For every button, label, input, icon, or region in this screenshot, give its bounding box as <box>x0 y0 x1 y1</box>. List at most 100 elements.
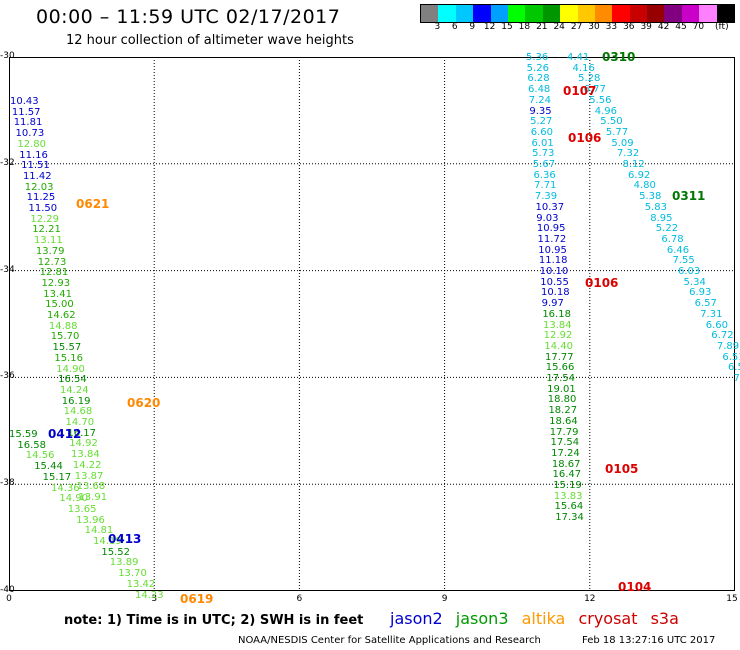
color-swatch <box>612 5 630 22</box>
pass-number-label: 0619 <box>180 592 214 606</box>
wave-height-value: 15.17 <box>42 471 72 483</box>
wave-height-value: 14.24 <box>59 384 89 396</box>
pass-number-label: 0413 <box>108 532 142 546</box>
wave-height-value: 5.67 <box>532 159 556 170</box>
wave-height-value: 12.03 <box>24 181 54 193</box>
map-plot-area <box>9 57 735 591</box>
wave-height-value: 13.70 <box>118 568 147 580</box>
wave-height-value: 11.50 <box>28 203 58 214</box>
wave-height-value: 7.55 <box>672 255 695 267</box>
color-scale-tick: 33 <box>605 22 618 32</box>
wave-height-value: 4.96 <box>594 105 618 117</box>
wave-height-value: 13.65 <box>67 503 97 515</box>
color-swatch <box>438 5 456 22</box>
wave-height-value: 6.77 <box>583 84 606 96</box>
wave-height-value: 14.23 <box>135 589 164 601</box>
wave-height-value: 11.16 <box>19 149 48 161</box>
wave-height-value: 11.81 <box>13 117 43 129</box>
map-title: 00:00 – 11:59 UTC 02/17/2017 <box>36 6 341 28</box>
wave-height-value: 6.60 <box>705 319 729 331</box>
color-scale-tick: 42 <box>657 22 670 32</box>
color-swatch <box>681 5 700 22</box>
color-scale-tick: 3 <box>434 22 441 32</box>
color-scale-tick: 45 <box>675 22 687 32</box>
wave-height-value: 16.17 <box>67 427 96 439</box>
pass-number-label: 0105 <box>605 462 639 476</box>
wave-height-value: 5.34 <box>683 276 706 288</box>
wave-height-value: 5.26 <box>526 62 549 74</box>
color-scale-tick: 30 <box>588 22 600 32</box>
wave-height-value: 14.81 <box>84 525 114 537</box>
wave-height-value: 13.42 <box>126 578 156 590</box>
color-swatch <box>577 5 595 22</box>
wave-height-value: 10.95 <box>538 244 567 256</box>
legend-altika: altika <box>521 609 566 628</box>
wave-height-value: 11.72 <box>537 233 567 245</box>
wave-height-value: 6.48 <box>528 84 551 96</box>
footnote: note: 1) Time is in UTC; 2) SWH is in fe… <box>64 613 364 628</box>
wave-height-value: 17.54 <box>546 373 576 384</box>
wave-height-value: 5.38 <box>639 191 662 203</box>
color-scale-tick: 36 <box>623 22 635 32</box>
satellite-legend: jason2 jason3 altika cryosat s3a <box>390 609 687 628</box>
wave-height-value: 7.24 <box>528 94 551 106</box>
wave-height-value: 7.39 <box>534 191 558 203</box>
wave-height-value: 10.10 <box>539 266 569 277</box>
wave-height-value: 16.58 <box>17 439 47 451</box>
color-scale-tick: 9 <box>469 22 476 32</box>
wave-height-value: 15.19 <box>553 480 582 491</box>
longitude-label: 6 <box>296 594 303 604</box>
color-scale-tick: 21 <box>536 22 548 32</box>
longitude-label: 15 <box>726 594 738 604</box>
wave-height-value: 10.37 <box>535 201 565 213</box>
wave-height-value: 15.70 <box>50 331 80 343</box>
wave-height-value: 15.16 <box>54 352 84 364</box>
wave-height-value: 5.22 <box>655 223 679 235</box>
wave-height-value: 14.62 <box>47 310 76 321</box>
pass-number-label: 0310 <box>602 50 636 64</box>
wave-height-value: 10.18 <box>540 287 570 299</box>
wave-height-value: 11.25 <box>26 192 56 204</box>
wave-height-value: 6.60 <box>530 126 554 138</box>
latitude-label: -40 <box>0 585 15 595</box>
wave-height-value: 14.92 <box>69 438 98 450</box>
wave-height-value: 15.66 <box>545 362 575 374</box>
wave-height-value: 9.03 <box>536 212 559 224</box>
wave-height-value: 16.47 <box>552 469 582 481</box>
wave-height-value: 14.90 <box>59 493 89 505</box>
color-scale-tick: 15 <box>501 22 513 32</box>
color-swatch <box>664 5 682 22</box>
wave-height-value: 13.41 <box>43 288 72 300</box>
wave-height-value: 17.77 <box>545 351 574 363</box>
wave-height-value: 13.89 <box>109 557 139 569</box>
wave-height-value: 8.12 <box>622 159 645 170</box>
wave-height-value: 4.16 <box>572 62 595 74</box>
wave-height-value: 6.72 <box>711 330 734 342</box>
wave-height-value: 15.64 <box>554 501 584 513</box>
longitude-label: 0 <box>6 594 12 604</box>
color-swatch <box>594 5 613 22</box>
latitude-label: -32 <box>0 157 15 168</box>
color-swatch <box>699 5 717 22</box>
pass-number-label: 0412 <box>48 427 82 441</box>
wave-height-value: 5.73 <box>532 148 555 160</box>
wave-height-value: 16.54 <box>58 374 87 386</box>
latitude-label: -34 <box>0 264 15 275</box>
wave-height-value: 12.92 <box>543 330 573 342</box>
pass-number-label: 0311 <box>672 189 706 203</box>
wave-height-value: 6.57 <box>694 298 717 310</box>
legend-s3a: s3a <box>650 609 679 628</box>
wave-height-value: 12.80 <box>17 138 47 150</box>
color-swatch <box>629 5 648 22</box>
wave-height-value: 5.36 <box>526 52 549 63</box>
wave-height-value: 12.29 <box>30 213 59 225</box>
wave-height-value: 13.68 <box>76 481 106 493</box>
wave-height-value: 7.6 <box>733 373 740 384</box>
wave-height-value: 7.32 <box>616 148 640 160</box>
wave-height-value: 7.89 <box>716 340 740 352</box>
pass-number-label: 0106 <box>568 131 602 145</box>
wave-height-value: 12.21 <box>32 224 61 236</box>
wave-height-value: 14.56 <box>25 450 55 462</box>
wave-height-value: 6.93 <box>689 287 712 299</box>
wave-height-value: 7.71 <box>534 180 557 192</box>
